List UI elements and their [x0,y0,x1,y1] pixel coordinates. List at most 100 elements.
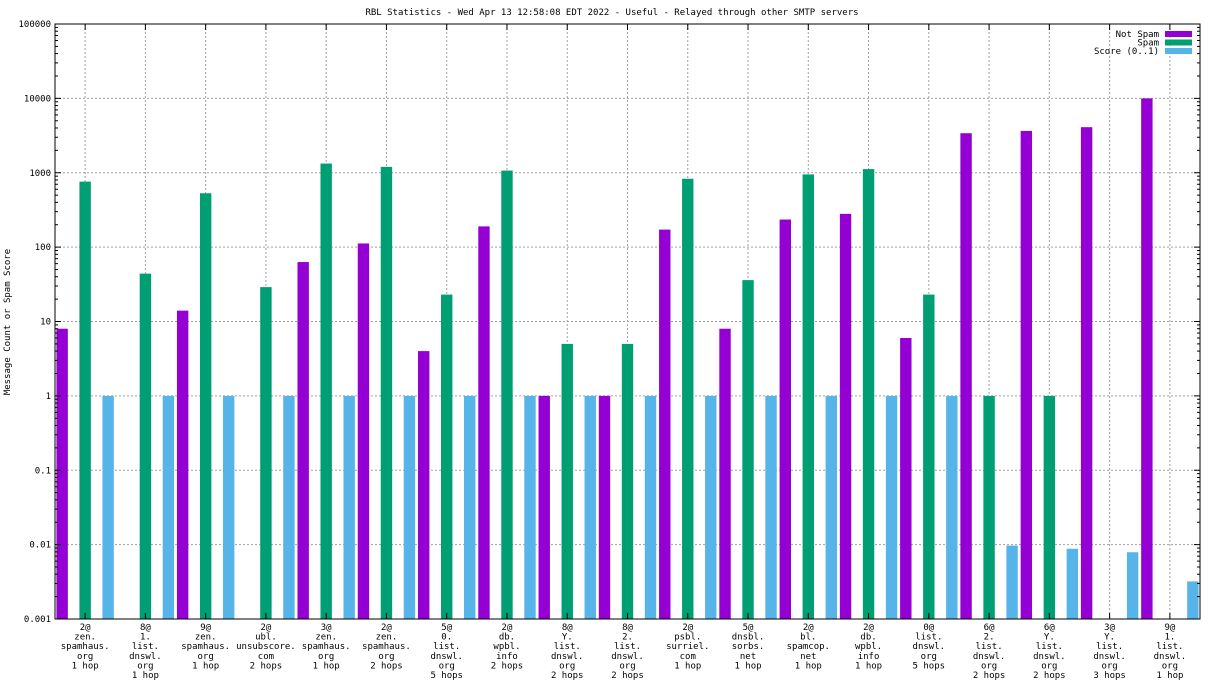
y-axis-label: Message Count or Spam Score [3,249,13,395]
bar-spam [260,287,272,619]
x-tick-label-line: 1. [1164,633,1175,643]
bar-score-0-1 [343,395,355,619]
x-tick-label-line: list. [1156,642,1183,652]
bar-spam [742,280,754,619]
x-tick-label-line: Y. [1104,633,1115,643]
x-tick-label-line: net [800,652,816,662]
x-tick-label-line: spamhaus. [181,642,230,652]
x-tick-label-line: 3 hops [1093,671,1126,681]
x-tick-label: 5@ dnsbl. sorbs. net 1 hop [732,623,765,671]
x-tick-label-line: list. [915,633,942,643]
y-tick-label: 10 [40,318,51,328]
x-tick-label-line: 2@ [260,623,271,633]
bar-score-0-1 [464,395,476,619]
x-tick-label-line: info [858,652,880,662]
legend-label: Spam [1137,39,1159,49]
bar-score-0-1 [1126,552,1139,619]
x-tick-label: 2@ ubl. unsubscore. com 2 hops [236,623,296,671]
x-tick-label-line: dnswl. [1093,652,1126,662]
x-tick-label: 6@ 2. list. dnswl. org 2 hops [973,623,1006,681]
x-tick-label-line: org [981,661,997,671]
bar-score-0-1 [825,395,837,619]
x-tick-label-line: org [559,661,575,671]
x-tick-label-line: 2 hops [551,671,584,681]
x-tick-label-line: 1 hop [1156,671,1183,681]
bar-score-0-1 [222,395,235,619]
y-tick-label: 1000 [29,169,51,179]
x-tick-label-line: wpbl. [493,642,520,652]
y-tick-label: 100000 [18,20,51,30]
x-tick-label-line: list. [976,642,1003,652]
x-tick-label: 0@ list. dnswl. org 5 hops [913,623,946,671]
bar-not-spam [1080,127,1093,620]
x-tick-label-line: 2@ [502,623,513,633]
x-tick-label: 2@ zen. spamhaus. org 2 hops [362,623,411,671]
x-tick-label-line: 9@ [200,623,211,633]
bar-score-0-1 [403,395,416,619]
bar-spam [862,169,875,619]
y-tick-label: 100 [35,243,51,253]
x-tick-label: 9@ zen. spamhaus. org 1 hop [181,623,230,671]
x-tick-label-line: list. [1096,642,1123,652]
x-tick-label-line: 2. [622,633,633,643]
bar-not-spam [779,219,791,619]
x-tick-label-line: com [258,652,274,662]
x-tick-label-line: db. [499,633,515,643]
x-tick-label: 6@ Y. list. dnswl. org 2 hops [1033,623,1066,681]
bar-not-spam [659,229,671,619]
x-tick-label-line: bl. [800,633,816,643]
x-tick-label: 3@ zen. spamhaus. org 1 hop [302,623,351,671]
y-axis-ticks: 0.001 0.01 0.1 1 10 100 1000 10000 100000 [18,20,1200,625]
x-tick-label-line: 1 hop [855,661,882,671]
x-tick-label-line: org [1041,661,1057,671]
x-tick-label-line: org [77,652,93,662]
bar-not-spam [418,351,430,619]
x-tick-label: 8@ 2. list. dnswl. org 2 hops [611,623,644,681]
x-tick-label-line: 0. [441,633,452,643]
bar-score-0-1 [644,395,657,619]
x-tick-label-line: zen. [74,633,96,643]
bar-score-0-1 [524,395,536,619]
legend-label: Not Spam [1116,30,1159,40]
bar-not-spam [357,243,370,619]
x-tick-label-line: org [137,661,153,671]
x-tick-label-line: Y. [562,633,573,643]
x-tick-label-line: org [619,661,635,671]
x-tick-label: 3@ Y. list. dnswl. org 3 hops [1093,623,1126,681]
bar-spam [1043,395,1056,619]
x-tick-label-line: list. [132,642,159,652]
legend-swatch [1165,39,1192,46]
x-tick-label-line: dnswl. [430,652,463,662]
bar-not-spam [478,226,490,619]
bar-not-spam [1141,98,1153,619]
x-tick-label: 5@ 0. list. dnswl. org 5 hops [430,623,463,681]
x-tick-label-line: dnswl. [129,652,162,662]
x-tick-label-line: 6@ [1044,623,1055,633]
x-tick-label-line: 3@ [1104,623,1115,633]
x-tick-label-line: 2@ [381,623,392,633]
y-tick-label: 0.001 [24,615,51,625]
bar-spam [320,163,332,620]
bar-not-spam [538,395,550,619]
x-tick-label-line: org [921,652,937,662]
x-tick-label-line: sorbs. [732,642,765,652]
x-tick-label: 9@ 1. list. dnswl. org 1 hop [1154,623,1187,681]
x-tick-label-line: list. [554,642,581,652]
bar-score-0-1 [1066,548,1079,619]
bar-spam [561,343,573,619]
x-tick-label-line: 1 hop [192,661,219,671]
x-tick-label-line: 5 hops [430,671,463,681]
x-tick-label-line: zen. [376,633,398,643]
bar-score-0-1 [765,395,777,619]
x-tick-label: 2@ bl. spamcop. net 1 hop [787,623,830,671]
x-tick-label: 8@ Y. list. dnswl. org 2 hops [551,623,584,681]
x-tick-label-line: zen. [195,633,217,643]
x-tick-label: 2@ db. wpbl. info 1 hop [855,623,882,671]
x-tick-label-line: org [439,661,455,671]
bar-spam [199,193,212,619]
bar-score-0-1 [946,395,958,619]
x-tick-label-line: com [680,652,696,662]
x-tick-label-line: 2 hops [973,671,1006,681]
